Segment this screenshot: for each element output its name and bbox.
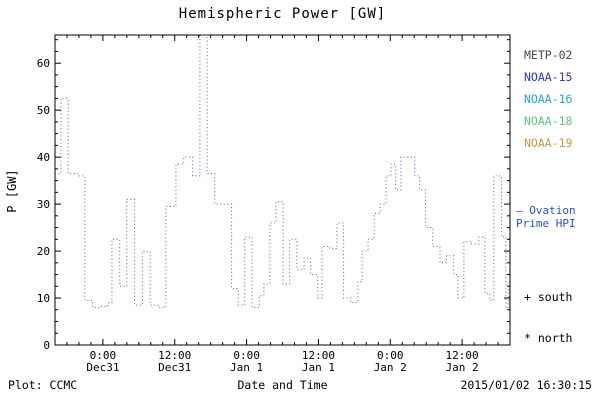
x-tick-time-label: 0:00 <box>377 349 404 362</box>
chart-title: Hemispheric Power [GW] <box>178 6 387 22</box>
y-tick-label: 0 <box>43 339 50 352</box>
legend-item-noaa-16: NOAA-16 <box>524 92 573 106</box>
hpi-step-line <box>55 34 510 308</box>
y-tick-label: 30 <box>37 198 50 211</box>
ovation-note: — Ovation Prime HPI <box>516 204 576 230</box>
y-tick-label: 40 <box>37 151 50 164</box>
y-tick-label: 50 <box>37 104 50 117</box>
y-tick-label: 10 <box>37 292 50 305</box>
x-tick-time-label: 0:00 <box>90 349 117 362</box>
x-tick-date-label: Dec31 <box>86 361 119 374</box>
x-tick-time-label: 12:00 <box>446 349 479 362</box>
timestamp: 2015/01/02 16:30:15 <box>460 378 592 392</box>
ovation-note-line2: Prime HPI <box>516 217 576 230</box>
x-tick-date-label: Jan 2 <box>446 361 479 374</box>
y-tick-label: 20 <box>37 245 50 258</box>
plot-credit: Plot: CCMC <box>8 378 78 392</box>
legend-item-noaa-18: NOAA-18 <box>524 114 573 128</box>
x-tick-time-label: 12:00 <box>158 349 191 362</box>
legend-item-metp-02: METP-02 <box>524 48 573 62</box>
x-tick-date-label: Jan 2 <box>374 361 407 374</box>
x-axis-label: Date and Time <box>237 378 328 392</box>
x-tick-date-label: Dec31 <box>158 361 191 374</box>
y-tick-label: 60 <box>37 57 50 70</box>
x-tick-date-label: Jan 1 <box>302 361 335 374</box>
ovation-note-line1: — Ovation <box>516 204 576 217</box>
x-tick-date-label: Jan 1 <box>230 361 263 374</box>
north-marker-note: * north <box>524 331 573 345</box>
legend-item-noaa-15: NOAA-15 <box>524 70 573 84</box>
x-tick-time-label: 0:00 <box>233 349 260 362</box>
plot-frame <box>54 34 511 346</box>
south-marker-note: + south <box>524 290 573 304</box>
legend-item-noaa-19: NOAA-19 <box>524 136 573 150</box>
y-axis-label: P [GW] <box>5 169 19 213</box>
satellite-legend: METP-02 NOAA-15 NOAA-16 NOAA-18 NOAA-19 <box>524 44 572 154</box>
x-tick-time-label: 12:00 <box>302 349 335 362</box>
